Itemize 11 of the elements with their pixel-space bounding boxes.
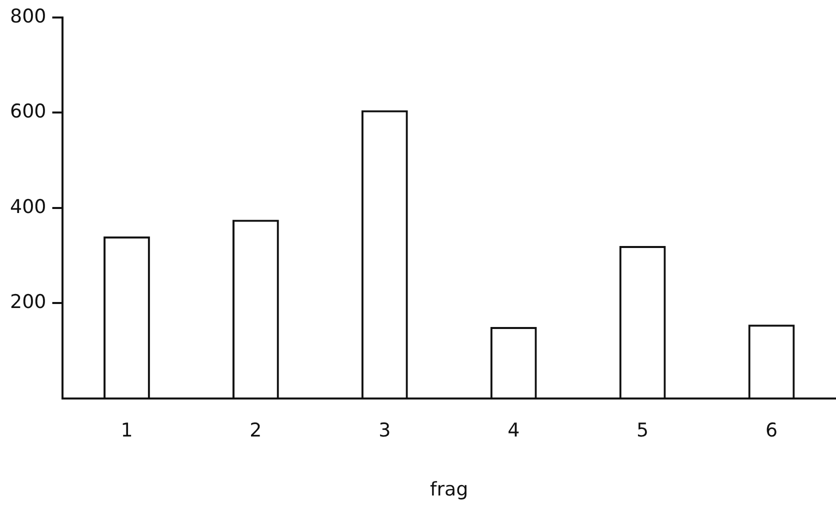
x-axis-title: frag [430,478,468,501]
y-tick-label: 800 [10,5,46,28]
x-tick-label: 1 [120,420,133,442]
x-tick-label: 3 [378,420,391,442]
x-tick-label: 5 [636,420,649,442]
x-tick-label: 4 [508,420,520,442]
y-tick-label: 600 [10,100,46,123]
y-tick-label: 200 [10,291,46,314]
x-tick-label: 6 [765,420,778,442]
y-tick-label: 400 [10,196,46,218]
x-tick-label: 2 [250,420,262,442]
